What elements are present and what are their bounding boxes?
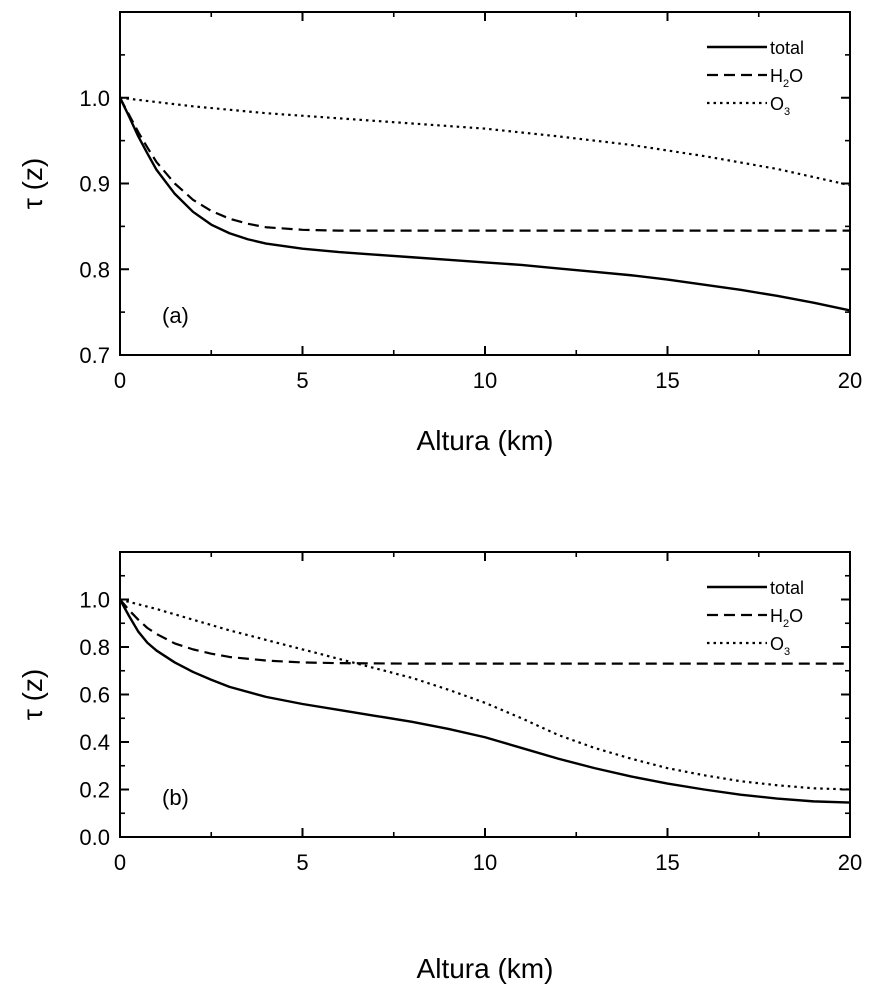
legend-main-text: total xyxy=(770,578,804,598)
x-axis-title: Altura (km) xyxy=(417,953,554,984)
y-tick-label: 0.9 xyxy=(79,172,110,197)
y-tick-label: 0.8 xyxy=(79,257,110,282)
y-tick-label: 0.8 xyxy=(79,635,110,660)
y-axis-title: τ (z) xyxy=(17,158,48,210)
y-tick-label: 0.4 xyxy=(79,730,110,755)
x-tick-label: 5 xyxy=(296,850,308,875)
series-line-o3 xyxy=(119,96,851,187)
panel-b-chart: 0 5 10 15 20 0.0 0.2 0.4 0.6 0.8 1.0 Altura (km) τ (… xyxy=(17,551,862,984)
x-tick-label: 0 xyxy=(114,850,126,875)
legend-main-text: total xyxy=(770,38,804,58)
y-tick-label: 0.6 xyxy=(79,683,110,708)
x-tick-label: 0 xyxy=(114,368,126,393)
panel-label: (a) xyxy=(162,303,189,328)
legend-label-o3: O3 xyxy=(770,94,790,118)
x-tick-label: 20 xyxy=(838,368,862,393)
y-tick-label: 1.0 xyxy=(79,588,110,613)
y-tick-label: 0.0 xyxy=(79,825,110,850)
series-line-h2o xyxy=(119,97,850,232)
series-line-h2o xyxy=(119,598,850,665)
legend-subscript: 3 xyxy=(784,646,790,658)
legend-main-text: O xyxy=(770,94,784,114)
plot-frame xyxy=(119,11,851,356)
y-tick-label: 0.7 xyxy=(79,343,110,368)
series-line-total xyxy=(118,598,851,804)
legend-subscript: 2 xyxy=(783,78,789,90)
y-axis-title: τ (z) xyxy=(17,669,48,721)
legend-tail-text: O xyxy=(789,66,803,86)
panel-a-chart: 0 5 10 15 20 0.7 0.8 0.9 1.0 Altura (km) τ (z) (a) t… xyxy=(17,11,862,456)
legend-tail-text: O xyxy=(789,606,803,626)
legend-label-total: total xyxy=(770,38,804,58)
x-axis-title: Altura (km) xyxy=(417,425,554,456)
legend-label-h2o: H2O xyxy=(770,66,803,90)
legend-label-o3: O3 xyxy=(770,634,790,658)
series-line-o3 xyxy=(119,598,851,791)
x-tick-label: 15 xyxy=(655,850,679,875)
y-tick-label: 0.2 xyxy=(79,778,110,803)
x-tick-label: 15 xyxy=(655,368,679,393)
x-tick-label: 5 xyxy=(296,368,308,393)
legend-main-text: O xyxy=(770,634,784,654)
series-line-total xyxy=(118,97,851,312)
legend-label-total: total xyxy=(770,578,804,598)
legend-main-text: H xyxy=(770,606,783,626)
y-tick-label: 1.0 xyxy=(79,86,110,111)
x-tick-label: 10 xyxy=(473,368,497,393)
legend-main-text: H xyxy=(770,66,783,86)
legend-subscript: 2 xyxy=(783,618,789,630)
x-tick-label: 10 xyxy=(473,850,497,875)
legend-label-h2o: H2O xyxy=(770,606,803,630)
x-tick-label: 20 xyxy=(838,850,862,875)
legend-subscript: 3 xyxy=(784,106,790,118)
panel-label: (b) xyxy=(162,785,189,810)
